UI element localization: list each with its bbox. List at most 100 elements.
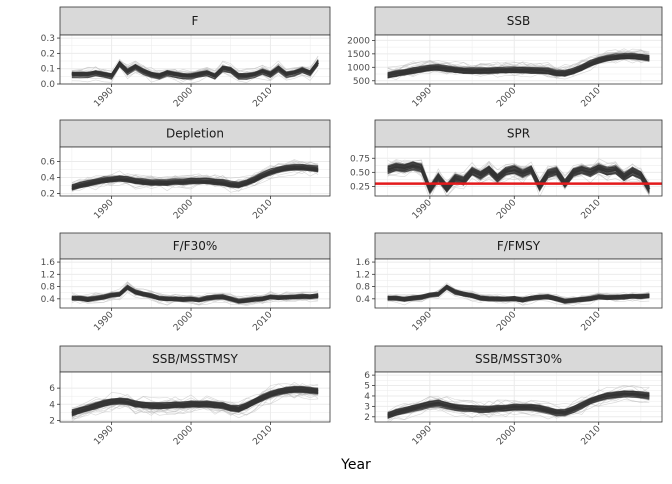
facet-strip — [59, 6, 331, 36]
simulation-line — [387, 390, 650, 414]
simulation-line — [71, 385, 319, 412]
simulation-line — [71, 386, 319, 412]
simulation-line — [71, 386, 319, 411]
simulation-line — [387, 284, 650, 300]
y-tick-label: 1.2 — [41, 270, 55, 280]
simulation-line — [387, 56, 650, 78]
simulation-line — [387, 390, 650, 413]
simulation-line — [387, 284, 650, 300]
x-tick-label: 2010 — [251, 310, 274, 333]
simulation-line — [71, 386, 319, 412]
simulation-line — [388, 399, 650, 422]
simulation-line — [71, 391, 319, 417]
panel-background — [60, 372, 330, 422]
x-tick-label: 2010 — [251, 424, 274, 447]
y-tick-label: 1.6 — [356, 258, 371, 268]
simulation-lines — [71, 281, 319, 306]
simulation-line — [387, 390, 650, 414]
x-tick-label: 2000 — [495, 198, 518, 221]
simulation-line — [387, 288, 650, 305]
series-line — [387, 164, 651, 192]
y-tick-label: 0.25 — [350, 182, 370, 192]
simulation-line — [387, 52, 650, 73]
simulation-lines — [71, 382, 319, 422]
simulation-line — [71, 281, 319, 300]
x-tick-label: 2010 — [580, 424, 603, 447]
simulation-line — [387, 395, 650, 418]
y-tick-label: 6 — [364, 371, 370, 381]
simulation-line — [71, 285, 319, 300]
simulation-lines — [387, 384, 650, 422]
simulation-line — [71, 64, 319, 80]
simulation-line — [387, 57, 650, 78]
simulation-line — [387, 53, 650, 74]
x-tick-label: 2000 — [172, 198, 195, 221]
y-tick-label: 1.6 — [41, 258, 56, 268]
simulation-line — [71, 169, 319, 191]
simulation-line — [387, 57, 650, 78]
simulation-line — [387, 288, 650, 304]
simulation-line — [71, 169, 319, 191]
panel-border — [374, 34, 663, 85]
series-line — [387, 392, 650, 417]
simulation-line — [71, 288, 319, 306]
simulation-line — [387, 58, 650, 78]
x-tick-label: 2000 — [495, 424, 518, 447]
facet-title: F/FMSY — [497, 239, 541, 253]
simulation-line — [387, 49, 650, 70]
simulation-line — [71, 170, 319, 193]
y-tick-label: 0.6 — [41, 157, 56, 167]
simulation-line — [387, 57, 650, 77]
simulation-line — [387, 57, 650, 79]
x-tick-label: 1990 — [411, 86, 434, 109]
simulation-line — [71, 59, 319, 75]
simulation-line — [387, 284, 650, 300]
y-tick-label: 0.4 — [41, 174, 56, 184]
simulation-line — [387, 166, 650, 193]
simulation-line — [71, 391, 319, 416]
simulation-line — [387, 57, 650, 79]
simulation-line — [387, 285, 650, 301]
facet-title: SSB/MSSTMSY — [152, 352, 238, 366]
series-line — [71, 388, 319, 415]
facet-2: Depletion 0.2 0.4 0.6 1990 2000 2010 — [41, 119, 331, 221]
panel-border — [59, 258, 331, 309]
simulation-lines — [71, 159, 319, 193]
simulation-lines — [387, 48, 650, 81]
simulation-line — [71, 288, 319, 304]
facet-strip — [59, 119, 331, 148]
simulation-line — [71, 60, 319, 76]
simulation-line — [387, 57, 650, 79]
y-tick-label: 0.8 — [41, 283, 56, 293]
simulation-line — [387, 396, 650, 420]
simulation-line — [71, 389, 319, 414]
simulation-line — [71, 390, 319, 417]
simulation-line — [387, 57, 650, 78]
simulation-line — [71, 160, 319, 186]
panel-border — [374, 258, 663, 309]
simulation-line — [71, 386, 319, 412]
simulation-line — [387, 384, 650, 413]
simulation-line — [71, 164, 319, 186]
y-tick-label: 0.75 — [350, 154, 370, 164]
simulation-line — [387, 287, 650, 303]
facet-title: SSB/MSST30% — [475, 352, 562, 366]
simulation-line — [387, 285, 650, 301]
y-tick-label: 0.4 — [356, 295, 371, 305]
simulation-line — [71, 64, 319, 80]
simulation-line — [71, 392, 319, 416]
simulation-line — [71, 386, 319, 412]
simulation-line — [71, 386, 319, 413]
panel-border — [374, 146, 663, 197]
x-tick-label: 2010 — [580, 86, 603, 109]
simulation-line — [387, 52, 650, 74]
x-tick-label: 2000 — [172, 310, 195, 333]
simulation-line — [71, 288, 319, 304]
simulation-line — [387, 396, 650, 419]
simulation-line — [387, 284, 650, 300]
simulation-line — [387, 53, 650, 74]
simulation-line — [71, 65, 319, 82]
simulation-line — [387, 288, 650, 304]
simulation-line — [71, 392, 319, 422]
simulation-line — [71, 163, 319, 186]
